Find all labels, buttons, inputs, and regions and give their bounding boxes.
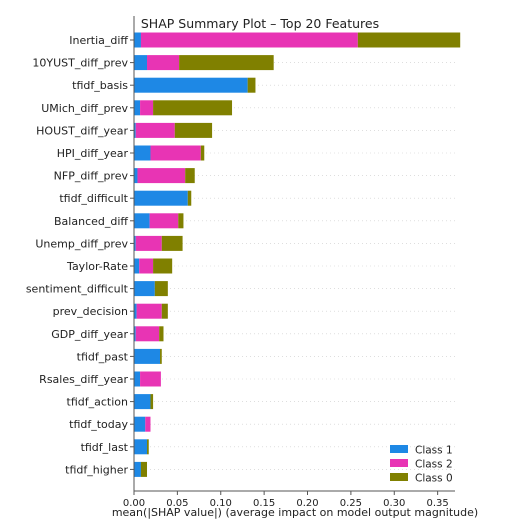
y-tick-label: GDP_diff_year: [51, 328, 128, 341]
bar-segment-class-0: [161, 235, 183, 251]
x-tick-label: 0.05: [166, 498, 188, 509]
y-tick-labels: Inertia_diff 10YUST_diff_prev tfidf_basis U…: [26, 34, 134, 476]
y-tick-label: sentiment_difficult: [26, 283, 129, 296]
x-tick-label: 0.25: [340, 498, 362, 509]
bar-segment-class-2: [140, 32, 358, 48]
bar-segment-class-1: [134, 32, 141, 48]
legend-swatch: [390, 473, 408, 481]
bar-segment-class-2: [135, 235, 162, 251]
bar-segment-class-1: [134, 145, 151, 161]
bar-segment-class-1: [134, 100, 141, 116]
y-tick-label: Taylor-Rate: [66, 260, 128, 273]
bar-segment-class-1: [134, 122, 136, 138]
x-tick-label: 0.10: [210, 498, 232, 509]
bar-segment-class-0: [174, 122, 213, 138]
bar-segment-class-1: [134, 235, 136, 251]
bar-segment-class-1: [134, 168, 138, 184]
bar-segment-class-0: [178, 213, 184, 229]
bar-segment-class-1: [134, 439, 148, 455]
bars-group: [134, 32, 461, 477]
y-tick-label: tfidf_today: [69, 418, 128, 431]
bar-segment-class-1: [134, 55, 148, 71]
bar-segment-class-2: [136, 303, 162, 319]
y-tick-label: tfidf_last: [81, 441, 129, 454]
bar-segment-class-0: [160, 348, 162, 364]
bar-segment-class-0: [153, 258, 173, 274]
bar-segment-class-0: [357, 32, 461, 48]
bar-segment-class-1: [134, 281, 155, 297]
bar-segment-class-0: [161, 303, 168, 319]
y-tick-label: prev_decision: [53, 305, 128, 318]
y-tick-label: Unemp_diff_prev: [35, 237, 128, 250]
legend: Class 1 Class 2 Class 0: [390, 445, 453, 485]
bar-segment-class-2: [135, 122, 175, 138]
legend-swatch: [390, 445, 408, 453]
y-tick-label: tfidf_action: [67, 396, 128, 409]
legend-label: Class 2: [415, 459, 453, 471]
y-tick-label: HPI_diff_year: [57, 147, 129, 160]
bar-segment-class-1: [134, 371, 141, 387]
bar-segment-class-0: [147, 439, 149, 455]
legend-label: Class 1: [415, 445, 453, 457]
bar-segment-class-1: [134, 190, 188, 206]
bar-segment-class-1: [134, 303, 137, 319]
x-tick-label: 0.00: [123, 498, 145, 509]
bar-segment-class-1: [134, 213, 150, 229]
x-axis-label: mean(|SHAP value|) (average impact on mo…: [112, 506, 478, 519]
bar-segment-class-0: [159, 326, 164, 342]
bar-segment-class-2: [137, 168, 186, 184]
bar-segment-class-0: [200, 145, 205, 161]
bar-segment-class-2: [140, 371, 161, 387]
bar-segment-class-2: [139, 258, 154, 274]
chart-title: SHAP Summary Plot – Top 20 Features: [141, 16, 379, 31]
y-tick-label: tfidf_higher: [65, 463, 128, 476]
x-tick-label: 0.20: [296, 498, 318, 509]
bar-segment-class-0: [153, 100, 233, 116]
bar-segment-class-0: [179, 55, 274, 71]
y-tick-label: Balanced_diff: [54, 215, 128, 228]
bar-segment-class-2: [150, 145, 201, 161]
bar-segment-class-1: [134, 326, 136, 342]
bar-segment-class-0: [185, 168, 195, 184]
y-tick-label: Rsales_diff_year: [39, 373, 128, 386]
y-tick-label: tfidf_basis: [72, 79, 128, 92]
x-tick-label: 0.35: [427, 498, 449, 509]
y-tick-label: 10YUST_diff_prev: [32, 57, 128, 70]
bar-segment-class-2: [140, 100, 154, 116]
legend-label: Class 0: [415, 473, 453, 485]
bar-segment-class-0: [247, 77, 256, 93]
bar-segment-class-1: [134, 416, 146, 432]
bar-segment-class-2: [147, 55, 180, 71]
bar-segment-class-0: [140, 461, 148, 477]
x-tick-label: 0.15: [253, 498, 275, 509]
bar-segment-class-2: [149, 213, 179, 229]
bar-segment-class-0: [154, 281, 168, 297]
y-tick-label: tfidf_past: [77, 350, 129, 363]
bar-segment-class-0: [150, 394, 154, 410]
y-tick-label: Inertia_diff: [69, 34, 128, 47]
bar-segment-class-0: [187, 190, 192, 206]
y-tick-label: NFP_diff_prev: [54, 170, 129, 183]
y-tick-label: HOUST_diff_year: [36, 124, 128, 137]
bar-segment-class-2: [145, 416, 151, 432]
bar-segment-class-1: [134, 348, 161, 364]
legend-swatch: [390, 459, 408, 467]
x-tick-label: 0.30: [383, 498, 405, 509]
y-tick-label: tfidf_difficult: [59, 192, 128, 205]
bar-segment-class-1: [134, 394, 151, 410]
bar-segment-class-1: [134, 258, 140, 274]
bar-segment-class-1: [134, 461, 141, 477]
bar-segment-class-2: [135, 326, 160, 342]
bar-segment-class-1: [134, 77, 248, 93]
y-tick-label: UMich_diff_prev: [41, 102, 128, 115]
x-axis: 0.00 0.05 0.10 0.15 0.20 0.25 0.30 0.35: [123, 16, 455, 509]
